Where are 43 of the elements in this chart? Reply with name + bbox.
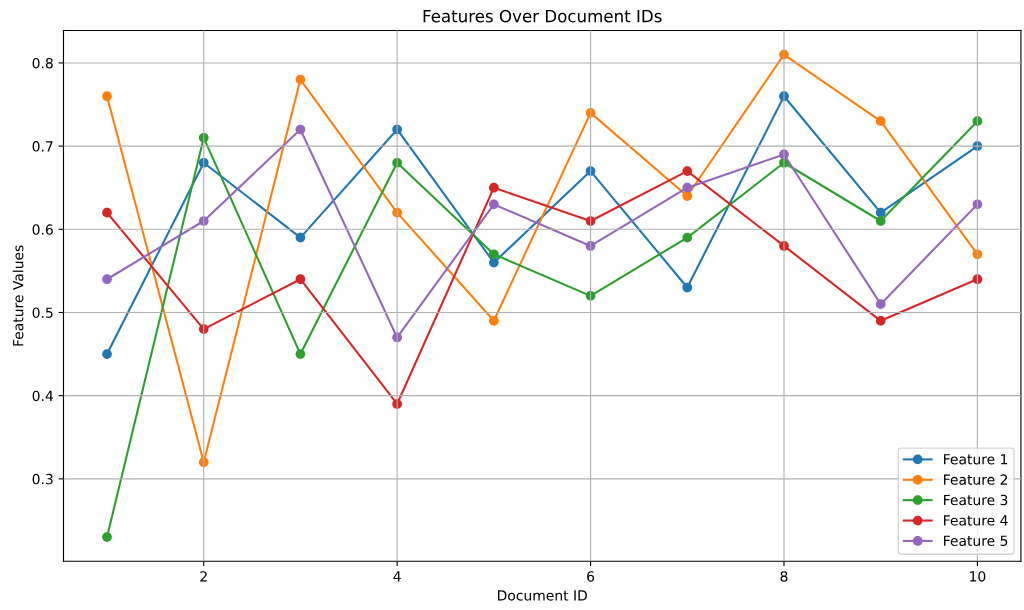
point (488, 257, 499, 268)
point (295, 232, 306, 243)
x-tick-label: 10 (970, 571, 986, 582)
x-axis-title: Document ID (497, 590, 587, 601)
x-tick-label: 6 (587, 571, 595, 582)
y-axis-title: Feature Values (12, 245, 24, 346)
legend-label: Feature 5 (944, 535, 1008, 547)
chart-title: Features Over Document IDs (423, 9, 662, 23)
point (102, 274, 112, 285)
point (102, 207, 112, 218)
point (295, 124, 306, 135)
point (682, 166, 693, 176)
point (682, 232, 693, 243)
point (488, 199, 499, 210)
x-tick-label: 2 (200, 571, 207, 582)
point (875, 315, 886, 326)
point (682, 182, 693, 193)
point (295, 74, 306, 85)
point (488, 315, 499, 326)
point (682, 282, 693, 293)
legend-label: Feature 4 (944, 515, 1008, 526)
x-tick-label: 8 (780, 571, 788, 582)
y-tick-label: 0.6 (32, 224, 53, 235)
point (682, 191, 693, 201)
point (102, 91, 112, 102)
legend-label: Feature 3 (944, 494, 1008, 506)
y-tick-label: 0.3 (32, 473, 53, 485)
point (488, 249, 499, 260)
legend-label: Feature 1 (944, 454, 1008, 465)
x-tick-label: 4 (393, 571, 401, 582)
point (295, 349, 306, 359)
point (875, 299, 886, 310)
y-tick-label: 0.4 (32, 390, 53, 402)
y-tick-label: 0.7 (32, 141, 53, 152)
y-tick-label: 0.5 (32, 307, 53, 318)
point (295, 274, 306, 285)
point (875, 216, 886, 226)
y-tick-label: 0.8 (32, 57, 53, 69)
point (102, 532, 112, 542)
legend-label: Feature 2 (944, 474, 1008, 485)
point (875, 116, 886, 127)
point (102, 349, 112, 359)
point (488, 182, 499, 193)
